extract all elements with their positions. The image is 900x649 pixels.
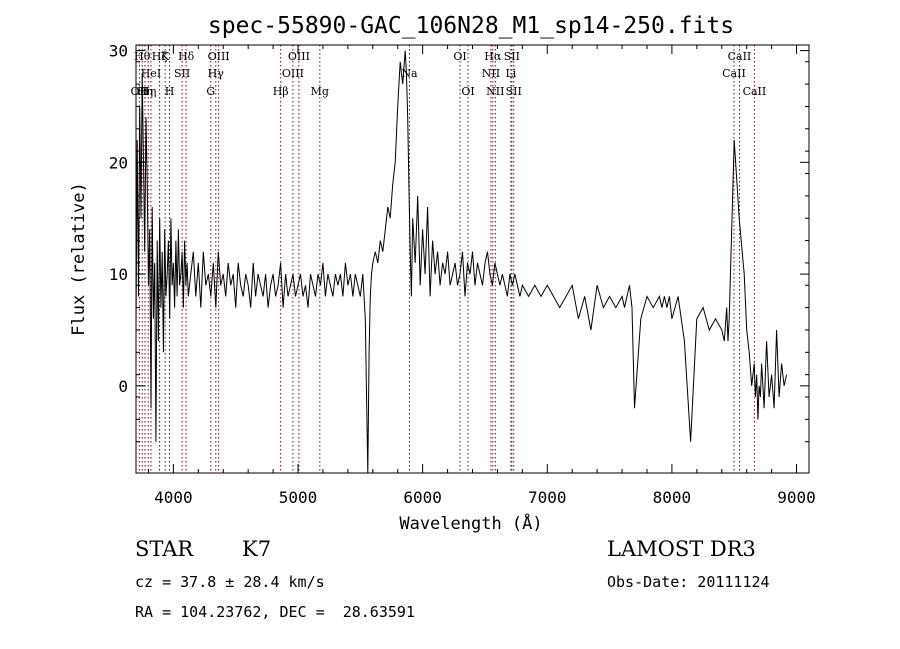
line-marker-label: Hα [484,50,502,63]
line-marker-label: OIII [208,50,230,63]
line-marker-label: OIII [288,50,310,63]
sky-coordinates: RA = 104.23762, DEC = 28.63591 [135,603,415,621]
line-marker-label: G [206,85,215,98]
redshift-cz: cz = 37.8 ± 28.4 km/s [135,573,325,591]
line-marker-label: NII [486,85,504,98]
line-marker-label: HeI [141,67,161,80]
y-axis-ticks: 0 10 20 30 [109,42,809,443]
x-axis-label: Wavelength (Å) [399,512,542,534]
y-axis-label: Flux (relative) [69,182,89,336]
line-marker-label: Na [401,67,418,80]
x-tick-label: 9000 [777,488,816,507]
line-marker-label: OII [131,85,149,98]
x-tick-label: 8000 [653,488,692,507]
y-tick-label: 30 [109,42,128,61]
chart-title: spec-55890-GAC_106N28_M1_sp14-250.fits [208,13,734,39]
line-marker-label: OI [461,85,474,98]
x-tick-label: 4000 [154,488,193,507]
x-tick-label: 6000 [403,488,442,507]
line-marker-label: K [161,50,170,63]
line-marker-label: Hδ [178,50,195,63]
line-marker-label: Hζ [152,50,168,63]
line-marker-labels: OIIHθHηHηHeIHζKHSIIHδGHγOIIIHβOIIIOIIIMg… [131,50,767,98]
line-marker-label: Hθ [134,50,151,63]
spectrum-line [135,50,788,474]
y-tick-label: 20 [109,153,128,172]
x-axis-ticks: 4000 5000 6000 7000 8000 9000 [147,45,816,507]
line-marker-label: SII [504,50,520,63]
x-tick-label: 5000 [279,488,318,507]
line-marker-label: Hβ [273,85,289,98]
survey-name: LAMOST DR3 [607,537,756,561]
object-subclass: K7 [242,537,272,561]
line-marker-label: CaII [728,50,752,63]
line-marker-label: Hη [140,85,156,98]
plot-frame [135,44,810,474]
x-tick-label: 7000 [528,488,567,507]
object-class: STAR [135,537,194,561]
line-marker-label: Mg [311,85,329,98]
line-marker-label: OI [453,50,466,63]
line-marker-label: NII [482,67,500,80]
observation-date: Obs-Date: 20111124 [607,573,770,591]
line-marker-label: SII [506,85,522,98]
line-marker-label: Hγ [208,67,225,80]
y-tick-label: 0 [118,377,128,396]
line-marker-label: Hη [137,85,153,98]
line-marker-label: CaII [722,67,746,80]
line-marker-label: H [165,85,175,98]
line-marker-label: OIII [282,67,304,80]
y-tick-label: 10 [109,265,128,284]
line-marker-label: CaII [743,85,767,98]
line-marker-label: SII [174,67,190,80]
line-marker-label: Li [505,67,516,80]
